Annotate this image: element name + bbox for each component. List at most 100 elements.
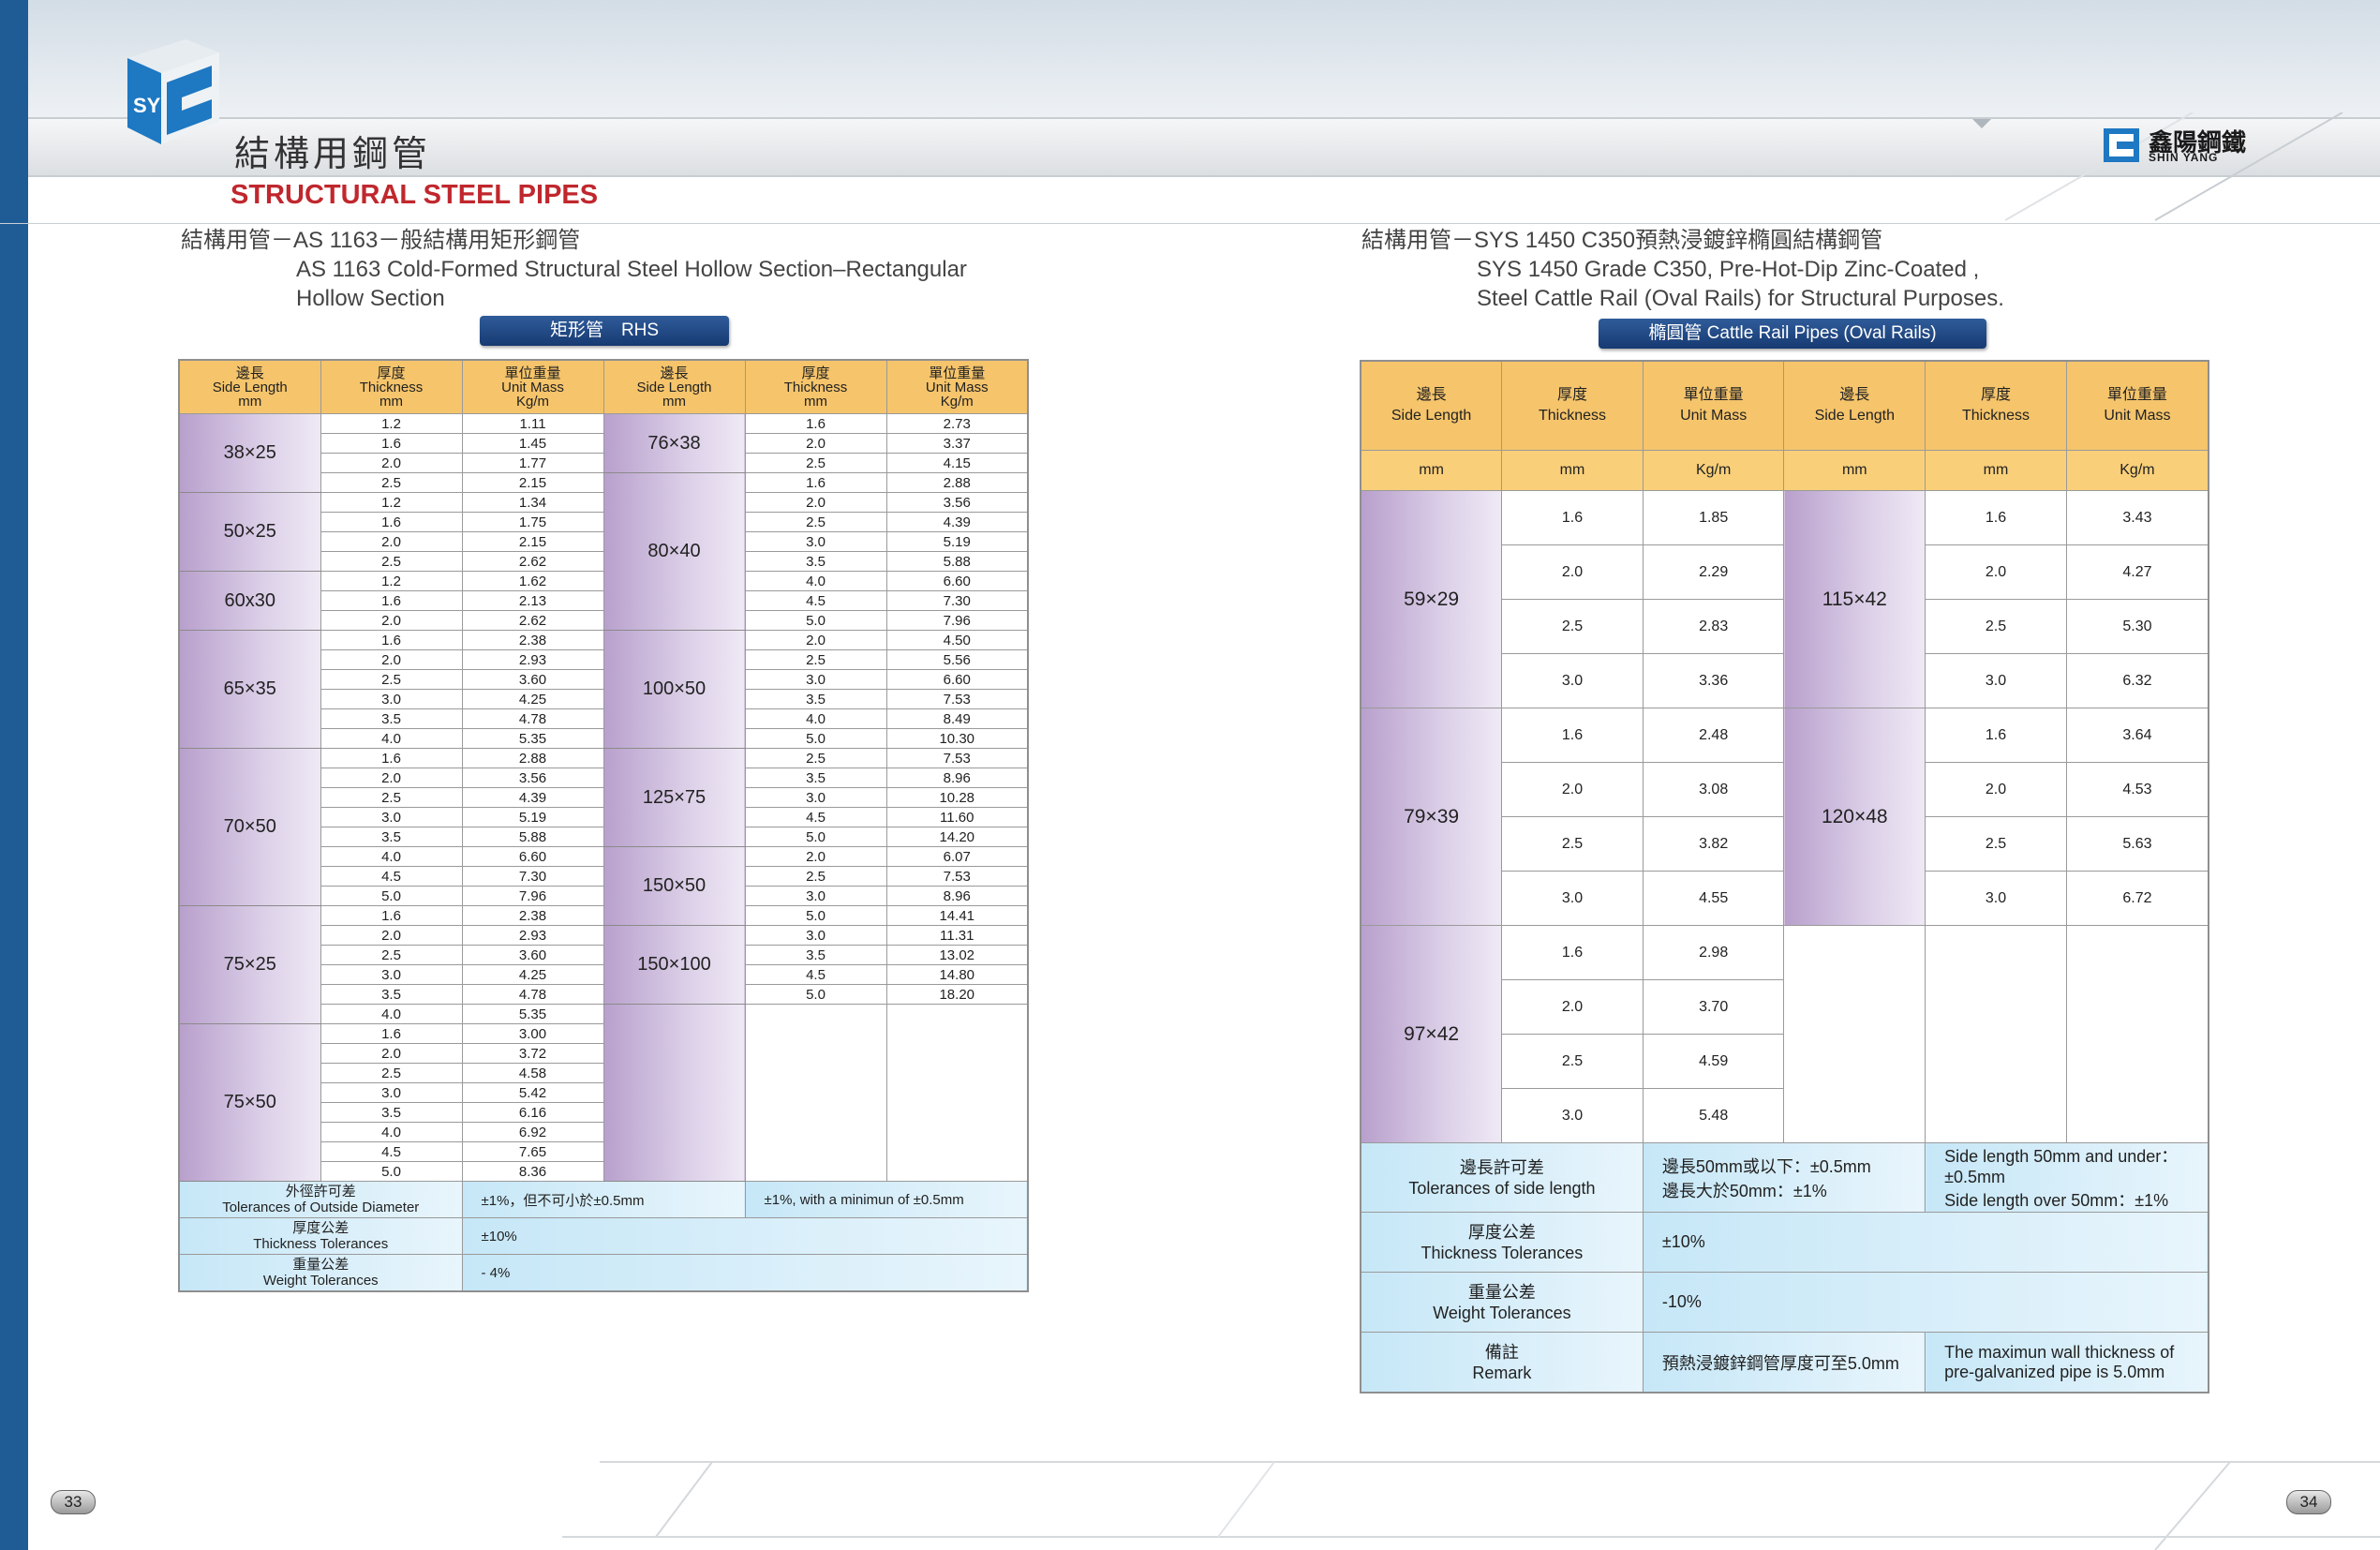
empty-cell	[885, 1004, 1029, 1182]
thickness-cell: 3.0	[1925, 653, 2067, 708]
unit-mass-cell: 2.13	[461, 590, 604, 611]
unit-mass-cell: 3.00	[461, 1023, 604, 1044]
table-row: 1.6 2.13 4.5 7.30	[179, 590, 1029, 611]
table-row: 3.0 4.55 3.0 6.72	[1361, 871, 2209, 926]
thickness-cell: 2.0	[744, 433, 887, 454]
thickness-cell: 1.6	[1501, 490, 1644, 545]
header-decoration	[1972, 112, 2343, 221]
table-row: 3.5 4.78 5.0 18.20	[179, 984, 1029, 1005]
table-row: 4.0 6.60 150×50 2.0 6.07	[179, 846, 1029, 926]
oval-header-3: 邊長 Side Length	[1783, 360, 1926, 451]
thickness-cell: 1.6	[320, 905, 463, 926]
thickness-cell: 4.5	[744, 807, 887, 827]
table-row: 59×29 1.6 1.85 115×42 1.6 3.43	[1360, 490, 2209, 708]
header-cn: 厚度	[377, 365, 406, 381]
table-row: 60x30 1.2 1.62 4.0 6.60	[178, 571, 1029, 631]
table-row: 3.0 3.36 3.0 6.32	[1361, 653, 2209, 708]
size-cell: 75×25	[178, 905, 321, 1024]
thickness-cell: 1.6	[320, 630, 463, 650]
thickness-cell: 4.0	[744, 708, 887, 729]
unit-mass-cell: 6.60	[885, 571, 1029, 591]
unit-mass-cell: 6.32	[2065, 653, 2209, 708]
thickness-cell: 2.0	[320, 768, 463, 788]
unit-mass-cell: 3.43	[2065, 490, 2209, 545]
brand-name-cn: 鑫陽鋼鐵	[2149, 128, 2247, 156]
unit-mass-cell: 6.16	[461, 1102, 604, 1123]
unit-mass-cell: 3.56	[461, 768, 604, 788]
tolerance-line: 預熱浸鍍鋅鋼管厚度可至5.0mm	[1661, 1353, 1899, 1373]
table-row: 2.5 3.60 3.0 6.60	[179, 669, 1029, 690]
logo-text: SY	[133, 94, 161, 117]
size-cell: 65×35	[178, 630, 321, 749]
unit-mass-cell: 4.78	[461, 708, 604, 729]
table-row: 97×42 1.6 2.98	[1360, 925, 2209, 1143]
empty-cell	[744, 1004, 887, 1182]
unit-mass-cell: 2.88	[461, 748, 604, 768]
unit-mass-cell: 1.75	[461, 512, 604, 532]
thickness-cell: 5.0	[744, 728, 887, 749]
unit-mass-cell: 6.07	[885, 846, 1029, 867]
tolerance-line: 邊長50mm或以下：±0.5mm	[1661, 1156, 1871, 1176]
rhs-table: 邊長 Side Length mm 厚度 Thickness mm 單位重量 Unit Mas…	[178, 359, 1029, 1292]
thickness-cell: 3.5	[744, 551, 887, 572]
table-row: 75×50 1.6 3.00	[178, 1023, 1028, 1182]
unit-mass-cell: 7.30	[461, 866, 604, 887]
unit-mass-cell: 4.50	[885, 630, 1029, 650]
thickness-cell: 2.5	[1925, 599, 2067, 654]
thickness-cell: 2.0	[320, 453, 463, 473]
thickness-cell: 2.5	[1925, 816, 2067, 872]
table-row: 75×25 1.6 2.38 5.0 14.41	[178, 905, 1029, 1024]
unit-mass-cell: 2.62	[461, 610, 604, 631]
size-cell: 76×38	[602, 413, 746, 473]
unit-mass-cell: 5.56	[885, 649, 1029, 670]
unit-mass-cell: 8.96	[885, 886, 1029, 906]
tolerance-label-en: Remark	[1472, 1363, 1532, 1382]
unit-mass-cell: 13.02	[885, 945, 1029, 965]
thickness-cell: 4.5	[320, 1141, 463, 1162]
table-row: 2.5 4.59	[1361, 1034, 2209, 1089]
unit-mass-cell: 2.62	[461, 551, 604, 572]
thickness-cell: 3.0	[1501, 1088, 1644, 1143]
tolerance-row: 重量公差 Weight Tolerances -10%	[1360, 1272, 2209, 1333]
unit-mass-cell: 2.48	[1642, 708, 1785, 763]
thickness-cell: 3.5	[744, 768, 887, 788]
table-row: 2.0 3.56 3.5 8.96	[179, 768, 1029, 788]
header-cn: 單位重量	[1683, 387, 1744, 403]
thickness-cell: 2.0	[744, 846, 887, 867]
thickness-cell: 2.0	[1925, 762, 2067, 817]
page-number-left: 33	[51, 1490, 96, 1514]
unit-mass-cell: 4.55	[1642, 871, 1785, 926]
right-subtitle-3: Steel Cattle Rail (Oval Rails) for Struc…	[1477, 286, 2004, 311]
header-en: Side Length	[636, 379, 712, 395]
oval-header-5: 單位重量 Unit Mass	[2065, 360, 2209, 451]
thickness-cell: 4.5	[744, 964, 887, 985]
unit-mass-cell: 7.53	[885, 748, 1029, 768]
thickness-cell: 4.0	[320, 728, 463, 749]
size-cell: 100×50	[602, 630, 746, 749]
unit-mass-cell: 2.38	[461, 905, 604, 926]
tolerance-value-cn: 邊長50mm或以下：±0.5mm 邊長大於50mm：±1%	[1642, 1142, 1926, 1213]
unit-mass-cell: 2.98	[1642, 925, 1785, 980]
unit-mass-cell: 1.11	[461, 413, 604, 434]
unit-mass-cell: 3.60	[461, 945, 604, 965]
unit-mass-cell: 1.85	[1642, 490, 1785, 545]
unit-mass-cell: 5.30	[2065, 599, 2209, 654]
oval-header-1: 厚度 Thickness	[1501, 360, 1644, 451]
unit-mass-cell: 5.88	[461, 827, 604, 847]
unit-mass-cell: 10.28	[885, 787, 1029, 808]
header-en: Thickness	[1961, 408, 2030, 424]
size-cell: 80×40	[602, 472, 746, 631]
unit-mass-cell: 14.41	[885, 905, 1029, 926]
header-cn: 邊長	[660, 365, 689, 381]
size-cell: 97×42	[1360, 925, 1503, 1143]
thickness-cell: 3.5	[320, 1102, 463, 1123]
size-cell: 120×48	[1783, 708, 1926, 926]
thickness-cell: 2.5	[744, 453, 887, 473]
unit-mass-cell: 2.93	[461, 925, 604, 946]
thickness-cell: 1.2	[320, 413, 463, 434]
unit-mass-cell: 14.80	[885, 964, 1029, 985]
unit-mass-cell: 5.19	[885, 531, 1029, 552]
thickness-cell: 2.0	[1501, 544, 1644, 600]
oval-header-unit-3: mm	[1783, 450, 1926, 491]
tolerance-label: 重量公差 Weight Tolerances	[1360, 1272, 1644, 1333]
